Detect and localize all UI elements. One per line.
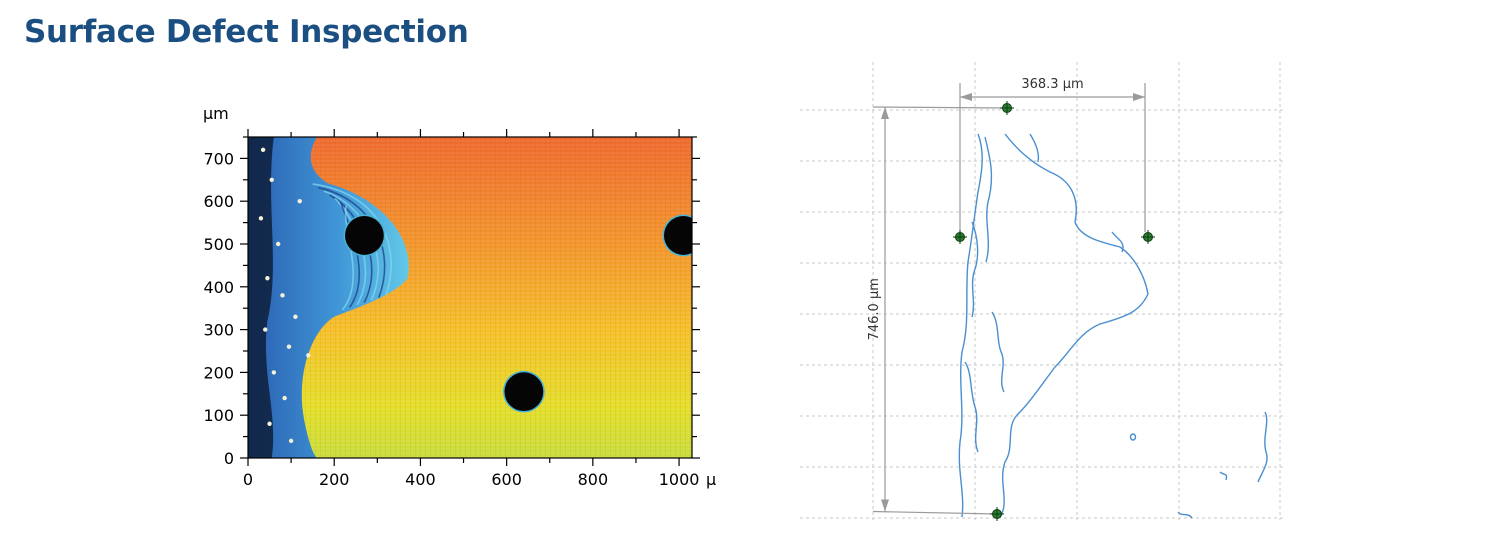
measurement-marker (990, 507, 1004, 521)
y-tick-label: 600 (203, 192, 234, 211)
y-tick-label: 100 (203, 406, 234, 425)
speckle (265, 276, 270, 281)
contour-line (1177, 511, 1193, 519)
width-arrow-right (1133, 93, 1145, 101)
x-tick-label: 600 (491, 470, 522, 489)
height-arrow-top (881, 107, 889, 119)
height-arrow-bottom (881, 499, 889, 512)
speckle (306, 353, 311, 358)
y-tick-label: 200 (203, 363, 234, 382)
speckle (258, 216, 264, 221)
damage-ring-streak (341, 205, 354, 311)
contour-line (1029, 133, 1040, 163)
y-tick-label: 300 (203, 321, 234, 340)
dark-edge-strip (248, 137, 274, 458)
speckle (280, 293, 285, 298)
y-tick-label: 500 (203, 235, 234, 254)
x-tick-label: 1000 (659, 470, 700, 489)
x-tick-label: 0 (243, 470, 253, 489)
surface-heatmap-chart: 0 200 400 600 800 1000 0 100 200 300 400 500 600 700 µ… (203, 104, 716, 489)
measurement-marker (1141, 230, 1155, 244)
y-tick-label: 700 (203, 149, 234, 168)
plot-frame (247, 136, 693, 459)
speckle (293, 314, 298, 319)
speckle (282, 395, 287, 401)
speckle (271, 370, 277, 375)
width-arrow-left (960, 93, 972, 101)
speckle (269, 177, 274, 182)
contour-line (999, 133, 1149, 518)
x-tick-label: 400 (405, 470, 436, 489)
y-unit-label: µm (203, 104, 229, 123)
page-title: Surface Defect Inspection (24, 14, 469, 50)
contour-line (991, 311, 1005, 393)
x-tick-label: 200 (319, 470, 350, 489)
speckle (263, 327, 268, 332)
contour-measurement-chart: 368.3 µm 746.0 µm (800, 62, 1284, 521)
measure-extension-top (872, 106, 1008, 109)
measure-extension-bottom (872, 510, 998, 515)
y-tick-label: 0 (224, 449, 234, 468)
contour-line (984, 136, 993, 263)
speckle (288, 438, 294, 444)
contour-line (1219, 471, 1228, 481)
contour-line (964, 361, 979, 453)
measurement-marker (1000, 101, 1014, 115)
defect-1 (344, 216, 384, 255)
measurement-marker (953, 230, 967, 244)
edge-speckles (258, 147, 311, 444)
y-tick-label: 400 (203, 278, 234, 297)
speckle (275, 241, 281, 247)
contour-line (971, 221, 979, 318)
x-tick-label: 800 (578, 470, 609, 489)
contour-line (958, 133, 983, 518)
x-unit-label: µ (706, 470, 716, 489)
speckle (286, 344, 292, 349)
height-measurement-label: 746.0 µm (867, 278, 882, 340)
speckle (260, 147, 266, 153)
speckle (297, 199, 302, 204)
width-measurement-label: 368.3 µm (1021, 77, 1083, 92)
speckle (267, 421, 272, 426)
defect-3 (504, 372, 544, 412)
contour-speck (1129, 433, 1137, 441)
defect-2 (663, 216, 692, 255)
contour-line (1111, 231, 1124, 253)
contour-line (1257, 411, 1268, 483)
